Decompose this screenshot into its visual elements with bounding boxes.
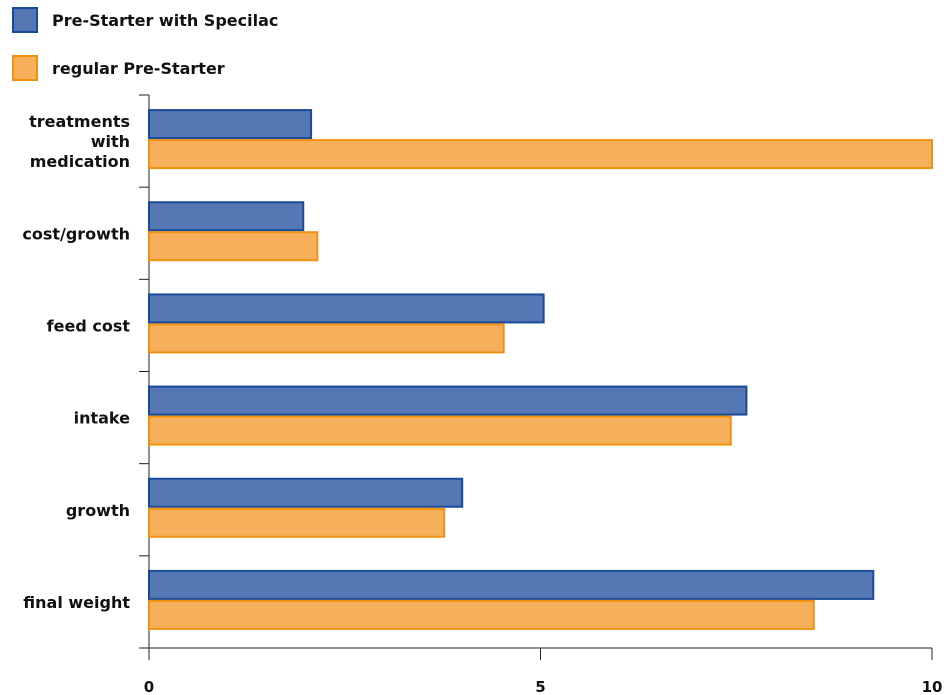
category-label: growth (66, 501, 130, 520)
category-label-line: final weight (23, 593, 130, 612)
bar-specilac (148, 201, 305, 232)
category-label: intake (74, 409, 131, 428)
category-label-line: treatments (29, 112, 130, 131)
category-label-line: feed cost (47, 316, 131, 335)
x-tick-label: 0 (144, 678, 154, 695)
category-label-line: cost/growth (22, 224, 130, 243)
bar-specilac (148, 569, 875, 600)
bar-specilac (148, 109, 313, 140)
category-label-line: intake (74, 409, 131, 428)
category-label: treatments with medication (29, 112, 130, 171)
bar-regular (148, 599, 815, 630)
category-label: feed cost (47, 316, 131, 335)
bar-regular (148, 231, 319, 262)
legend-swatch-regular (12, 55, 38, 81)
x-tick-label: 5 (535, 678, 545, 695)
category-label: cost/growth (22, 224, 130, 243)
legend-item-regular: regular Pre-Starter (12, 55, 225, 81)
legend-item-specilac: Pre-Starter with Specilac (12, 7, 278, 33)
legend-label-regular: regular Pre-Starter (52, 58, 225, 78)
x-tick-label: 10 (922, 678, 943, 695)
bar-regular (148, 139, 933, 170)
legend-swatch-specilac (12, 7, 38, 33)
bar-regular (148, 507, 446, 538)
bar-regular (148, 415, 732, 446)
category-label-line: medication (30, 152, 130, 171)
category-label: final weight (23, 593, 130, 612)
category-label-line: with (91, 132, 130, 151)
bar-specilac (148, 385, 748, 416)
category-label-line: growth (66, 501, 130, 520)
legend-label-specilac: Pre-Starter with Specilac (52, 10, 279, 30)
bar-specilac (148, 293, 545, 324)
bar-regular (148, 323, 505, 354)
bar-specilac (148, 477, 464, 508)
